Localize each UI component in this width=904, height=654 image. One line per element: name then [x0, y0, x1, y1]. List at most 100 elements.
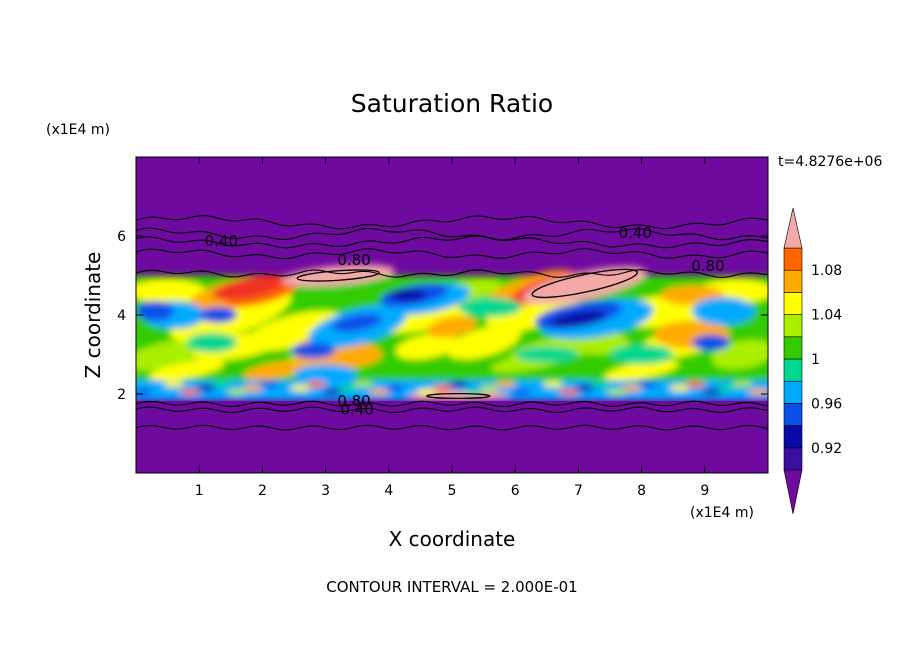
field-cell	[511, 388, 532, 396]
field-cell	[244, 310, 344, 351]
contour-line	[136, 424, 768, 431]
field-cell	[332, 313, 383, 332]
field-cell	[604, 360, 679, 381]
field-cell	[590, 380, 611, 388]
field-cell	[427, 316, 477, 338]
x-tick-label: 4	[384, 483, 393, 499]
field-cell	[211, 380, 232, 388]
colorbar-over-arrow	[783, 207, 803, 249]
field-cell	[400, 380, 422, 388]
field-cell	[622, 384, 643, 392]
field-cell	[148, 384, 169, 392]
contour-line	[136, 406, 768, 414]
x-tick-label: 8	[637, 483, 646, 499]
contour-label: 0.40	[340, 401, 373, 419]
field-cell	[701, 388, 722, 396]
field-cell	[136, 301, 174, 321]
contour-ring	[531, 268, 638, 299]
contour-labels: 0.400.800.400.800.800.40	[205, 224, 725, 419]
x-tick-label: 7	[574, 483, 583, 499]
y-axis: 2 4 6	[117, 229, 768, 403]
field-cell	[242, 384, 264, 392]
field-cell	[306, 380, 327, 388]
contour-label: 0.40	[205, 232, 238, 250]
colorbar-segment	[783, 292, 803, 315]
colorbar-segment	[783, 425, 803, 449]
field-cell	[522, 266, 647, 305]
contour-line	[136, 227, 768, 241]
field-cell	[179, 388, 200, 396]
field-cell	[321, 388, 343, 396]
field-cell	[653, 388, 674, 396]
contour-line	[136, 235, 768, 249]
field-cell	[692, 297, 756, 325]
x-unit-label: (x1E4 m)	[690, 505, 754, 521]
field-cell	[243, 360, 307, 380]
field-cell	[149, 360, 224, 381]
field-cell	[294, 364, 358, 385]
colorbar-segment	[783, 447, 803, 471]
field-cell	[515, 346, 579, 363]
colorbar-label: 1.08	[811, 263, 842, 279]
colorbar-label: 1	[811, 352, 820, 368]
field-cell	[558, 388, 580, 396]
field-cell	[692, 334, 731, 351]
colorbar-label: 0.92	[811, 441, 842, 457]
x-tick-label: 6	[511, 483, 520, 499]
field-cell	[448, 380, 469, 388]
field-layer	[136, 215, 768, 431]
field-cell	[290, 384, 311, 392]
contour-lines	[136, 215, 768, 431]
contour-line	[136, 400, 768, 408]
x-tick-label: 2	[258, 483, 267, 499]
colorbar: 0.92 0.96 1 1.04 1.08	[783, 207, 842, 515]
y-tick-label: 6	[117, 229, 126, 245]
contour-label: 0.80	[337, 251, 370, 269]
field-cell	[550, 310, 607, 328]
contour-label: 0.40	[619, 224, 652, 242]
colorbar-segment	[783, 269, 803, 293]
y-tick-label: 2	[117, 387, 126, 403]
y-axis-label: Z coordinate	[81, 252, 105, 379]
field-cell	[527, 384, 548, 392]
field-cell	[574, 384, 595, 392]
field-cell	[606, 388, 627, 396]
contour-ring	[296, 269, 380, 282]
field-cell	[227, 388, 248, 396]
chart-title: Saturation Ratio	[351, 89, 553, 118]
x-tick-label: 1	[195, 483, 204, 499]
field-cell	[711, 339, 768, 370]
field-cell	[495, 380, 516, 388]
colorbar-under-arrow	[783, 469, 803, 515]
field-cell	[369, 388, 390, 396]
field-cell	[637, 380, 659, 388]
field-cell	[163, 380, 185, 388]
saturation-field	[136, 264, 768, 401]
field-cell	[274, 388, 295, 396]
field-cell	[290, 342, 336, 359]
field-cell	[416, 388, 437, 396]
time-label: t=4.8276e+06	[778, 154, 882, 170]
field-cell	[669, 384, 690, 392]
field-cell	[258, 380, 279, 388]
field-cell	[543, 380, 564, 388]
contour-label: 0.80	[337, 392, 370, 410]
contour-label: 0.80	[691, 257, 724, 275]
field-cell	[337, 384, 358, 392]
field-cell	[446, 326, 521, 360]
colorbar-segment	[783, 403, 803, 426]
field-cell	[685, 380, 706, 388]
field-cell	[199, 307, 238, 323]
colorbar-segment	[783, 380, 803, 404]
colorbar-segment	[783, 247, 803, 271]
x-tick-label: 3	[321, 483, 330, 499]
colorbar-segment	[783, 358, 803, 382]
field-cell	[353, 380, 374, 388]
field-cell	[432, 384, 453, 392]
x-tick-label: 9	[700, 483, 709, 499]
contour-ring	[426, 392, 491, 399]
colorbar-segment	[783, 336, 803, 360]
x-tick-label: 5	[448, 483, 457, 499]
contour-line	[136, 248, 768, 260]
field-cell	[195, 384, 216, 392]
